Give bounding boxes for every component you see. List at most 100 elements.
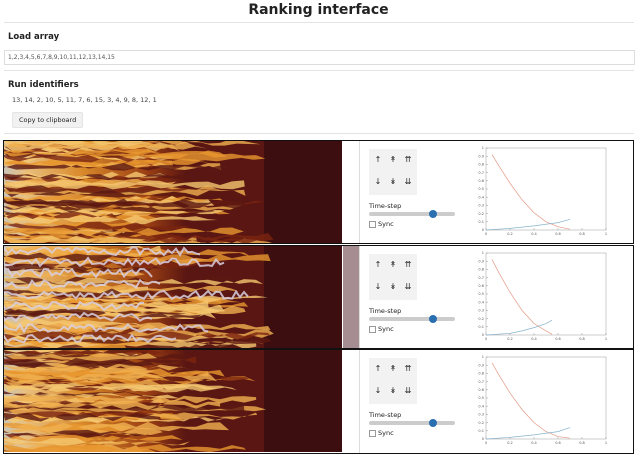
x-tick-label: 0.8 <box>579 232 585 236</box>
rank-button[interactable]: ↑ <box>374 364 382 373</box>
flame-streak <box>4 149 168 156</box>
plot-frame <box>485 356 607 440</box>
flame-streak <box>4 444 246 452</box>
flame-streak <box>4 429 160 438</box>
overlay-streak <box>4 289 249 301</box>
flame-streak <box>4 379 194 387</box>
rank-button[interactable]: ↑ <box>374 155 382 164</box>
rank-button[interactable]: ↟ <box>389 260 397 269</box>
plot-line <box>491 154 571 230</box>
strip[interactable] <box>343 350 360 453</box>
flame-streak <box>4 285 239 293</box>
rank-button[interactable]: ↟ <box>389 155 397 164</box>
flame-streak <box>4 366 156 375</box>
ranking-row: ↑ ↟ ⇈ ↓ ↡ ⇊ Time-step Sync 0 0.2 0.4 0.6 0.8 1 0 0.1 0.2… <box>3 140 634 244</box>
simulation-image <box>4 141 342 243</box>
ranking-row: ↑ ↟ ⇈ ↓ ↡ ⇊ Time-step Sync 0 0.2 0.4 0.6 0.8 1 0 0.1 0.2… <box>3 349 634 454</box>
y-tick-label: 0.7 <box>478 171 484 175</box>
copy-button[interactable]: Copy to clipboard <box>12 112 84 128</box>
x-tick-label: 0 <box>485 337 487 341</box>
flame-streak <box>4 179 245 190</box>
flame-streak <box>4 300 191 307</box>
flame-streak <box>4 445 157 452</box>
rank-button[interactable]: ↑ <box>374 260 382 269</box>
rank-button[interactable]: ⇊ <box>404 177 412 186</box>
flame-streak <box>4 324 271 332</box>
x-tick-label: 0 <box>485 441 487 445</box>
slider-knob[interactable] <box>429 315 437 323</box>
sync-checkbox[interactable] <box>369 326 376 333</box>
slider-track[interactable] <box>369 212 455 216</box>
strip[interactable] <box>343 141 360 243</box>
flame-streak <box>4 438 123 446</box>
y-tick-label: 0.4 <box>478 300 484 304</box>
rank-button[interactable]: ↓ <box>374 386 382 395</box>
plot: 0 0.2 0.4 0.6 0.8 1 0 0.1 0.2 0.3 0.4 0.5 0.6 0.7 0.8 0… <box>478 146 607 236</box>
flame-streak <box>4 149 159 156</box>
load-label: Load array <box>8 32 60 42</box>
sync-checkbox[interactable] <box>369 430 376 437</box>
plot-frame <box>485 252 607 336</box>
y-tick-label: 0.2 <box>478 421 484 425</box>
y-tick-label: 0.5 <box>478 292 484 296</box>
x-tick-label: 0.6 <box>555 337 561 341</box>
sync-checkbox[interactable] <box>369 221 376 228</box>
y-tick-label: 0.7 <box>478 276 484 280</box>
flame-streak <box>4 246 113 256</box>
flame-streak <box>4 198 248 209</box>
sync-label: Sync <box>378 429 394 437</box>
flame-streak <box>4 350 149 357</box>
y-tick-label: 0.6 <box>478 179 484 183</box>
flame-streak <box>4 307 106 317</box>
rank-button[interactable]: ⇈ <box>404 364 412 373</box>
flame-streak <box>4 154 176 163</box>
y-tick-label: 0.1 <box>478 429 484 433</box>
rank-button[interactable]: ↓ <box>374 282 382 291</box>
plot-line <box>485 219 571 231</box>
flame-streak <box>4 363 193 372</box>
timestep-label: Time-step <box>369 307 402 315</box>
flame-streak <box>4 412 161 422</box>
slider-track[interactable] <box>369 317 455 321</box>
run-ids: 13, 14, 2, 10, 5, 11, 7, 6, 15, 3, 4, 9,… <box>12 96 157 104</box>
plot: 0 0.2 0.4 0.6 0.8 1 0 0.1 0.2 0.3 0.4 0.5 0.6 0.7 0.8 0… <box>478 355 607 445</box>
flame-streak <box>4 383 218 392</box>
y-tick-label: 0 <box>482 437 484 441</box>
y-tick-label: 0.7 <box>478 380 484 384</box>
rank-button[interactable]: ⇈ <box>404 155 412 164</box>
timestep-label: Time-step <box>369 202 402 210</box>
y-tick-label: 0.3 <box>478 309 484 313</box>
rank-button[interactable]: ↓ <box>374 177 382 186</box>
load-input[interactable]: 1,2,3,4,5,6,7,8,9,10,11,12,13,14,15 <box>4 50 635 65</box>
strip[interactable] <box>343 246 360 348</box>
flame-streak <box>4 357 155 369</box>
y-tick-label: 0.2 <box>478 317 484 321</box>
y-tick-label: 0.8 <box>478 163 484 167</box>
rank-button[interactable]: ↡ <box>389 177 397 186</box>
ranking-row: ↑ ↟ ⇈ ↓ ↡ ⇊ Time-step Sync 0 0.2 0.4 0.6 0.8 1 0 0.1 0.2… <box>3 245 634 349</box>
overlay-streak <box>4 278 161 290</box>
y-tick-label: 0.3 <box>478 413 484 417</box>
title: Ranking interface <box>248 2 389 18</box>
rank-button[interactable]: ⇊ <box>404 282 412 291</box>
rank-button[interactable]: ↟ <box>389 364 397 373</box>
simulation-image <box>4 350 342 452</box>
overlay-streak <box>4 300 145 312</box>
y-tick-label: 0.6 <box>478 284 484 288</box>
slider-knob[interactable] <box>429 419 437 427</box>
rank-button[interactable]: ↡ <box>389 282 397 291</box>
y-tick-label: 0.1 <box>478 220 484 224</box>
plot-line <box>491 259 553 335</box>
slider-track[interactable] <box>369 421 455 425</box>
flame-streak <box>4 372 218 382</box>
rank-button[interactable]: ↡ <box>389 386 397 395</box>
flame-streak <box>4 205 110 212</box>
flame-streak <box>4 350 179 356</box>
rank-button[interactable]: ⇈ <box>404 260 412 269</box>
rank-button[interactable]: ⇊ <box>404 386 412 395</box>
flame-streak <box>4 162 233 171</box>
slider-knob[interactable] <box>429 210 437 218</box>
x-tick-label: 1 <box>605 337 607 341</box>
overlay-streak <box>4 333 177 344</box>
